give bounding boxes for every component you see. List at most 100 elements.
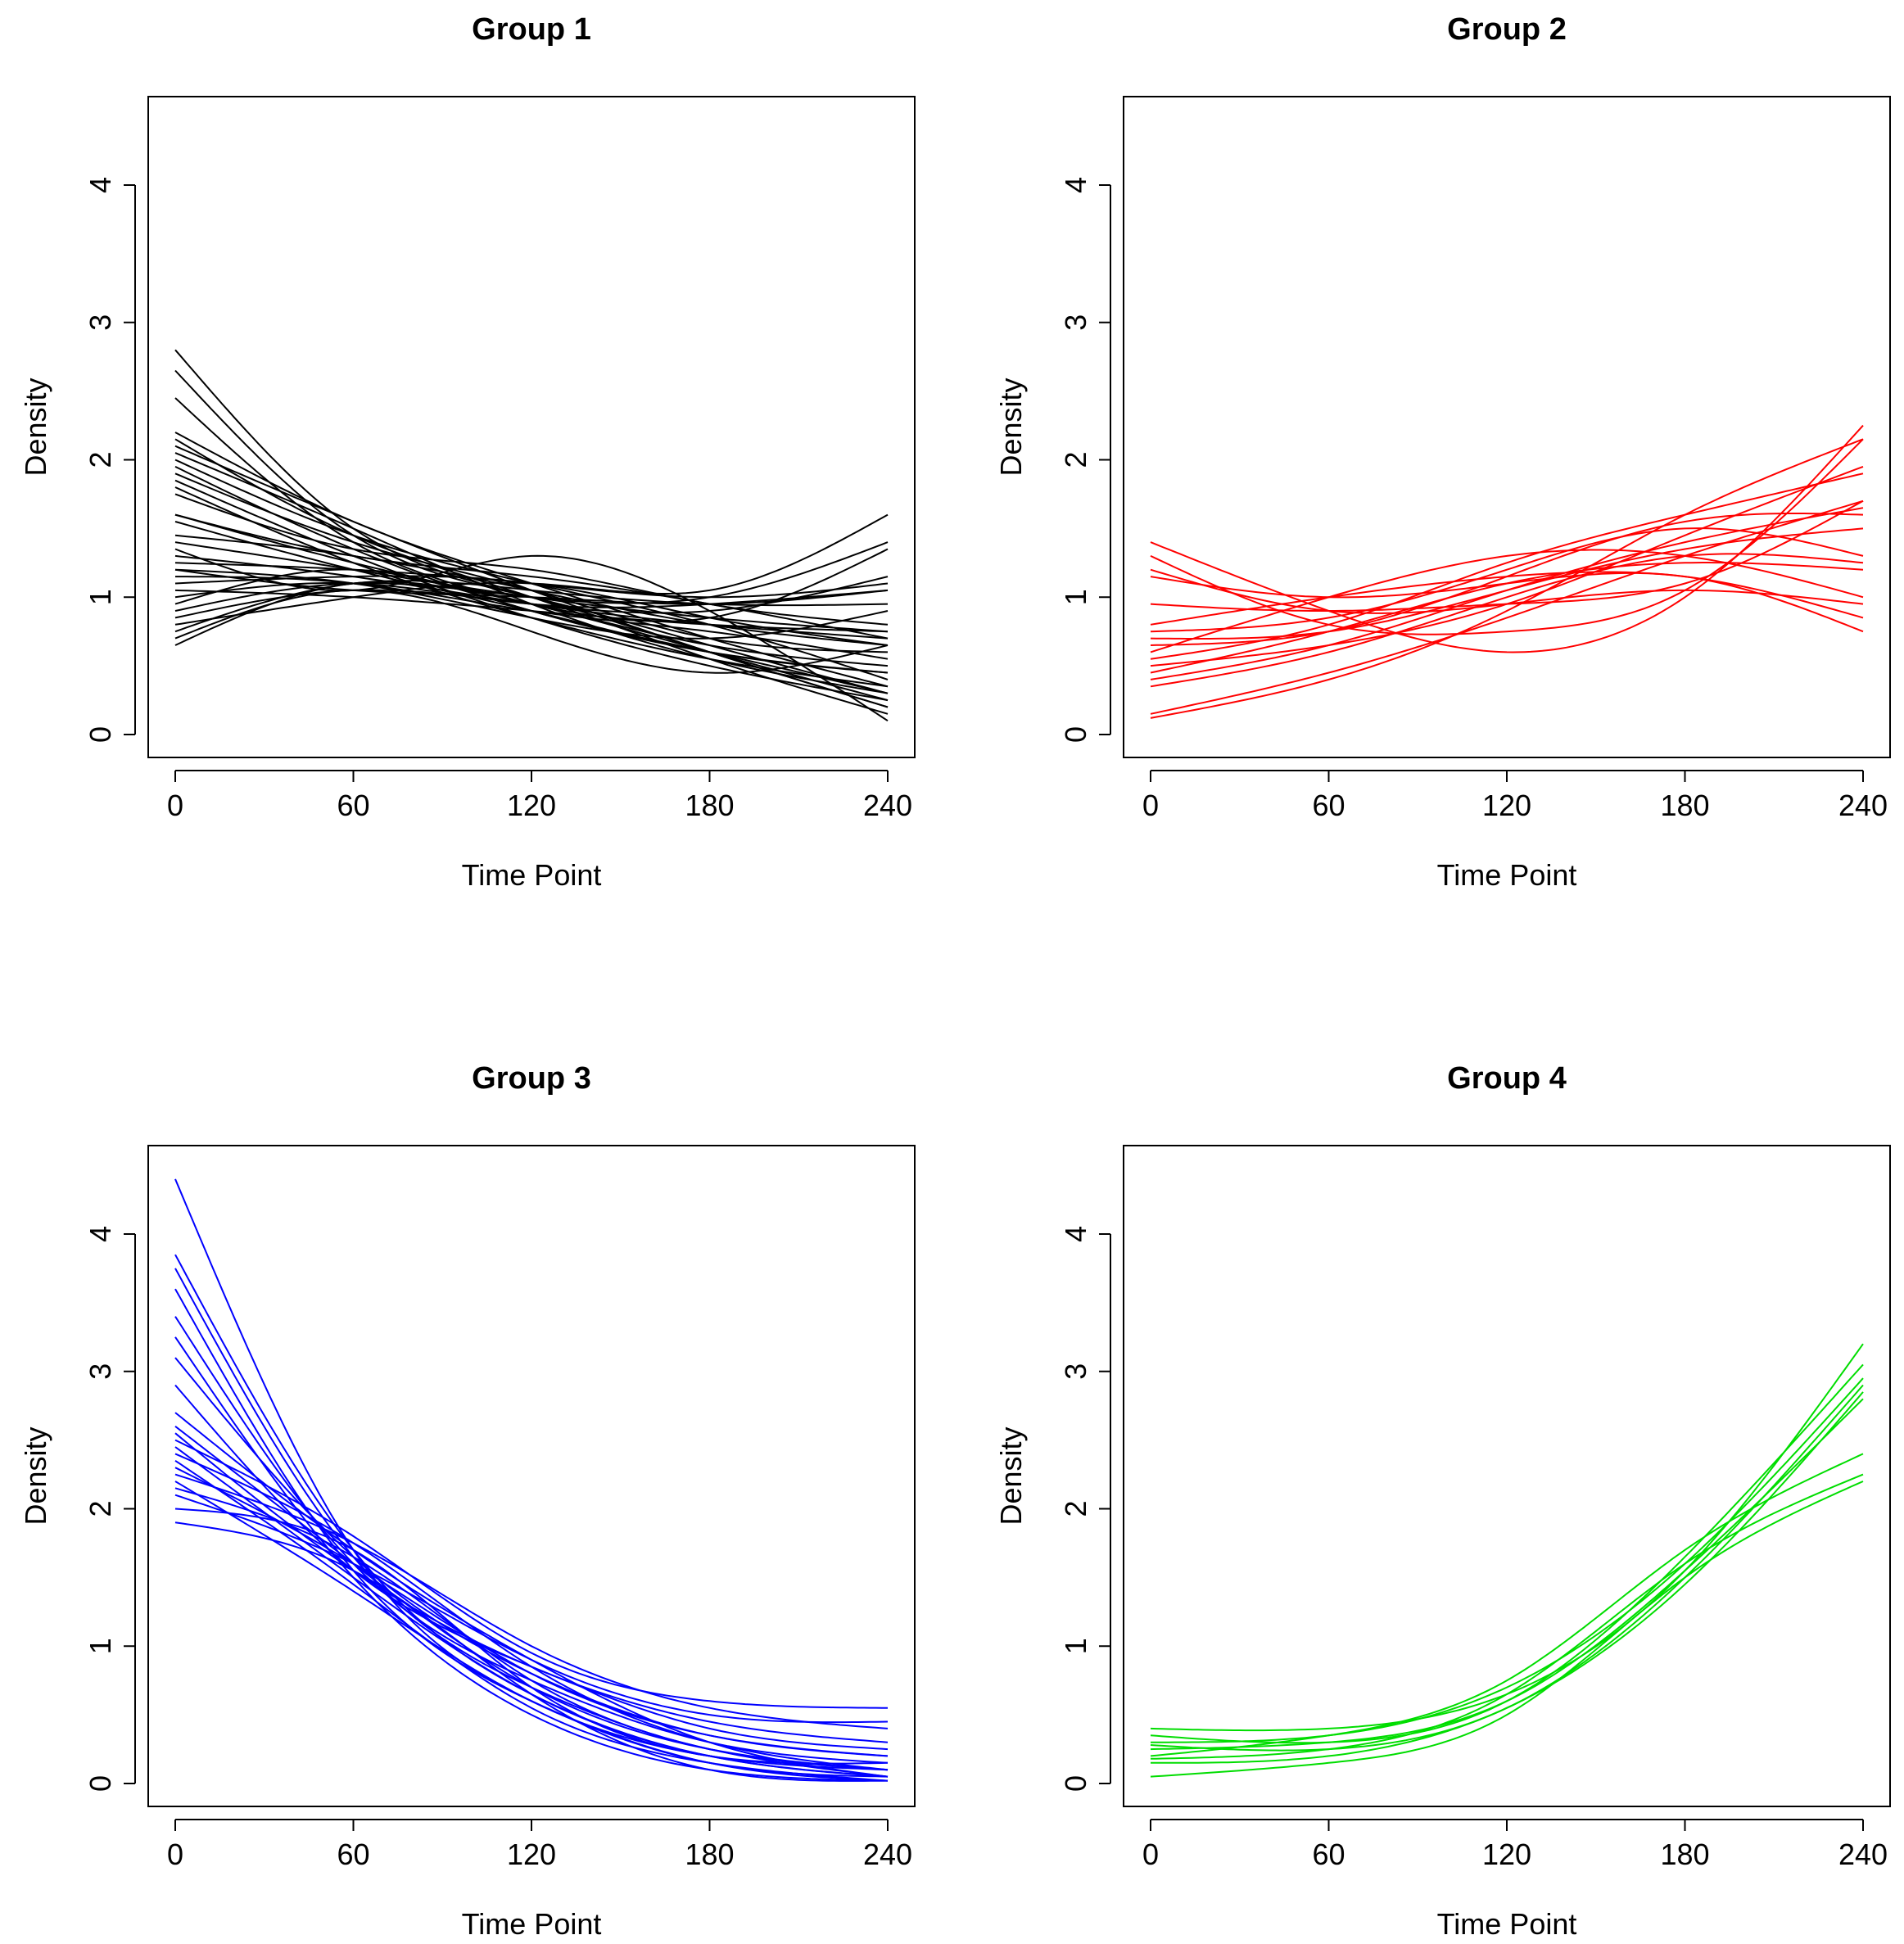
y-tick-label: 3: [1059, 1363, 1092, 1380]
series-line-16: [1150, 500, 1864, 715]
series-line-7: [1150, 1473, 1864, 1760]
y-axis-label: Density: [994, 377, 1028, 476]
series-line-7: [174, 1357, 889, 1757]
y-tick-label: 4: [1059, 1226, 1092, 1242]
series-line-14: [1150, 507, 1864, 680]
series-line-14: [174, 513, 889, 640]
x-tick-label: 180: [685, 789, 734, 822]
chart-panel-4: Group 4 0 60 120 180 240 Time Point 0 1 2 3 4 Densit…: [994, 1061, 1891, 1941]
series-line-2: [1150, 1363, 1864, 1744]
x-tick-label: 240: [863, 1838, 912, 1871]
y-tick-label: 0: [84, 1775, 117, 1792]
series-line-5: [174, 1316, 889, 1764]
x-tick-label: 120: [1482, 789, 1531, 822]
series-line-3: [1151, 1377, 1864, 1743]
y-tick-label: 1: [1059, 589, 1092, 605]
series-line-12: [174, 1439, 888, 1709]
x-tick-label: 120: [507, 1838, 556, 1871]
series-line-19: [174, 1487, 889, 1778]
series-line-8: [1151, 1391, 1864, 1764]
x-tick-label: 120: [507, 789, 556, 822]
x-axis-label: Time Point: [1437, 1907, 1577, 1941]
y-tick-label: 0: [1059, 1775, 1092, 1792]
y-tick-label: 2: [1059, 451, 1092, 468]
y-tick-label: 2: [1059, 1500, 1092, 1517]
y-tick-label: 1: [84, 1638, 117, 1654]
series-group: [174, 1178, 889, 1782]
x-tick-label: 0: [167, 789, 183, 822]
series-group: [1150, 1343, 1864, 1778]
x-tick-label: 180: [1660, 789, 1709, 822]
y-axis-label: Density: [994, 1426, 1028, 1525]
y-tick-label: 1: [1059, 1638, 1092, 1654]
series-line-17: [1150, 438, 1864, 719]
y-tick-label: 3: [84, 314, 117, 331]
y-tick-label: 4: [84, 177, 117, 193]
series-line-28: [174, 568, 889, 694]
series-line-15: [1150, 553, 1864, 688]
x-tick-label: 240: [1838, 789, 1888, 822]
series-line-11: [1150, 472, 1864, 660]
x-tick-label: 240: [1838, 1838, 1888, 1871]
series-line-16: [174, 1467, 889, 1757]
chart-title: Group 2: [1447, 12, 1567, 47]
y-tick-label: 0: [84, 726, 117, 743]
series-line-17: [174, 1473, 889, 1729]
x-tick-label: 0: [167, 1838, 183, 1871]
series-line-13: [174, 1446, 889, 1778]
y-tick-label: 4: [84, 1226, 117, 1242]
series-line-32: [174, 580, 889, 633]
series-line-5: [1150, 1398, 1864, 1751]
series-line-13: [1150, 562, 1864, 674]
series-line-13: [174, 493, 889, 626]
chart-title: Group 4: [1447, 1061, 1567, 1096]
series-line-34: [174, 548, 889, 646]
series-line-2: [1150, 438, 1864, 635]
series-line-11: [174, 1432, 889, 1743]
series-line-18: [174, 1481, 889, 1771]
y-tick-label: 2: [84, 451, 117, 468]
series-line-22: [174, 1521, 889, 1782]
series-line-9: [1150, 1481, 1864, 1778]
chart-title: Group 3: [472, 1061, 591, 1096]
series-line-2: [174, 1254, 889, 1778]
series-line-7: [1150, 527, 1864, 633]
series-line-15: [174, 1459, 889, 1782]
series-line-12: [1150, 465, 1864, 667]
series-line-1: [1150, 1343, 1864, 1732]
series-line-21: [174, 1508, 889, 1765]
plot-frame: [147, 1145, 916, 1807]
x-tick-label: 60: [1312, 1838, 1345, 1871]
x-tick-label: 180: [685, 1838, 734, 1871]
series-line-10: [1150, 549, 1864, 653]
x-axis-label: Time Point: [462, 858, 602, 892]
series-line-9: [174, 1412, 889, 1778]
series-group: [1150, 424, 1864, 719]
x-axis-label: Time Point: [1437, 858, 1577, 892]
series-line-29: [174, 541, 889, 612]
x-axis-label: Time Point: [462, 1907, 602, 1941]
y-axis-label: Density: [19, 1426, 52, 1525]
x-tick-label: 60: [1312, 789, 1345, 822]
series-line-14: [174, 1453, 889, 1771]
x-tick-label: 60: [337, 789, 369, 822]
x-tick-label: 0: [1142, 1838, 1159, 1871]
x-tick-label: 240: [863, 789, 912, 822]
series-line-19: [174, 548, 889, 722]
plot-frame: [1123, 1145, 1891, 1807]
series-line-20: [174, 1494, 889, 1724]
series-line-1: [174, 349, 889, 708]
y-axis-label: Density: [19, 377, 52, 476]
series-line-4: [1150, 1384, 1864, 1752]
y-tick-label: 1: [84, 589, 117, 605]
x-tick-label: 120: [1482, 1838, 1531, 1871]
series-line-33: [174, 589, 889, 674]
x-tick-label: 180: [1660, 1838, 1709, 1871]
plot-frame: [1123, 96, 1891, 758]
series-line-6: [174, 1336, 889, 1782]
y-tick-label: 3: [84, 1363, 117, 1380]
chart-panel-1: Group 1 0 60 120 180 240 Time Point 0 1 2 3 4 Densit…: [19, 12, 916, 892]
series-group: [174, 349, 889, 722]
chart-title: Group 1: [472, 12, 591, 47]
